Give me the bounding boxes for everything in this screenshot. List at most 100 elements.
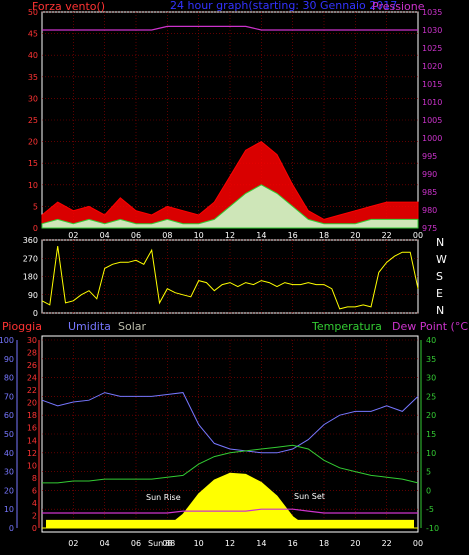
panel-weather-time-ticks: 02 04 06 08 10 12 14 16 18 20 22 00 <box>68 539 423 548</box>
pressure-tick-label: 1010 <box>422 98 442 107</box>
pressure-tick-label: 1015 <box>422 80 442 89</box>
temperature-line <box>42 444 419 484</box>
panel-direction-series <box>41 246 419 310</box>
humidity-tick-label: 10 <box>4 505 14 514</box>
time-tick-label: 12 <box>225 539 235 548</box>
humidity-line <box>41 392 419 454</box>
wind-average-area <box>41 184 419 229</box>
temperature-tick-label: 0 <box>426 486 431 495</box>
time-tick-label: 22 <box>382 231 392 240</box>
rain-tick-label: 6 <box>32 486 37 495</box>
time-tick-label: 04 <box>100 231 110 240</box>
compass-label: E <box>436 287 443 300</box>
sun-tick-label: Sun <box>148 539 163 548</box>
time-tick-label: 12 <box>225 231 235 240</box>
temperature-tick-label: 5 <box>426 468 431 477</box>
humidity-axis-title: Umidita <box>68 320 111 333</box>
wind-gust-area <box>41 140 419 229</box>
pressure-tick-label: 975 <box>422 224 437 233</box>
panel-direction-grid <box>42 239 418 314</box>
humidity-tick-label: 30 <box>4 468 14 477</box>
wind-tick-label: 15 <box>28 159 38 168</box>
pressure-tick-label: 1005 <box>422 116 442 125</box>
direction-tick-label: 270 <box>23 254 38 263</box>
solar-area <box>42 472 418 529</box>
time-tick-label: 10 <box>194 539 204 548</box>
direction-tick-label: 180 <box>23 273 38 282</box>
time-tick-label: 00 <box>413 539 423 548</box>
sun-tick-label-2: 88 <box>165 539 175 548</box>
time-tick-label: 04 <box>100 539 110 548</box>
wind-direction-line <box>41 246 419 310</box>
rain-tick-label: 0 <box>32 524 37 533</box>
temperature-tick-labels: 40 35 30 25 20 15 10 5 0 -5 -10 <box>420 336 439 533</box>
rain-tick-label: 10 <box>27 461 37 470</box>
pressure-tick-label: 990 <box>422 170 437 179</box>
panel-wind-time-ticks: 02 04 06 08 10 12 14 16 18 20 22 00 <box>68 231 423 240</box>
direction-tick-label: 0 <box>33 309 38 318</box>
rain-tick-label: 2 <box>32 511 37 520</box>
direction-tick-label: 360 <box>23 236 38 245</box>
temperature-tick-label: 35 <box>426 355 436 364</box>
temperature-axis-title: Temperatura <box>311 320 382 333</box>
wind-tick-label: 20 <box>28 138 38 147</box>
time-tick-label: 18 <box>319 539 329 548</box>
rain-tick-label: 14 <box>27 436 37 445</box>
pressure-tick-label: 1030 <box>422 26 442 35</box>
humidity-tick-label: 50 <box>4 430 14 439</box>
humidity-tick-label: 20 <box>4 486 14 495</box>
pressure-line <box>42 25 418 31</box>
temperature-tick-label: 25 <box>426 392 436 401</box>
dewpoint-line <box>42 508 418 514</box>
pressure-tick-label: 1035 <box>422 8 442 17</box>
rain-tick-label: 4 <box>32 499 37 508</box>
wind-axis-title: Forza vento() <box>32 0 105 13</box>
time-tick-label: 10 <box>194 231 204 240</box>
rain-tick-label: 30 <box>27 336 37 345</box>
rain-tick-label: 20 <box>27 399 37 408</box>
temperature-tick-label: 10 <box>426 449 436 458</box>
solar-baseline-band <box>46 519 414 528</box>
panel-weather-series <box>41 392 419 529</box>
wind-tick-label: 25 <box>28 116 38 125</box>
rain-tick-label: 26 <box>27 361 37 370</box>
time-tick-label: 22 <box>382 539 392 548</box>
dewpoint-axis-title: Dew Point (°C) <box>392 320 469 333</box>
temperature-tick-label: 30 <box>426 374 436 383</box>
humidity-tick-label: 0 <box>9 524 14 533</box>
wind-tick-label: 35 <box>28 73 38 82</box>
humidity-tick-label: 40 <box>4 449 14 458</box>
rain-axis-title: Pioggia <box>2 320 42 333</box>
wind-tick-label: 30 <box>28 94 38 103</box>
rain-tick-label: 22 <box>27 386 37 395</box>
rain-tick-label: 12 <box>27 449 37 458</box>
wind-tick-label: 5 <box>33 202 38 211</box>
solar-axis-title: Solar <box>118 320 147 333</box>
temperature-tick-label: -5 <box>426 505 434 514</box>
time-tick-label: 06 <box>131 231 141 240</box>
compass-label: W <box>436 253 447 266</box>
pressure-tick-label: 980 <box>422 206 437 215</box>
sun-rise-label: Sun Rise <box>146 493 181 502</box>
pressure-tick-label: 1020 <box>422 62 442 71</box>
rain-tick-label: 18 <box>27 411 37 420</box>
compass-label: N <box>436 304 444 317</box>
time-tick-label: 08 <box>162 539 172 548</box>
temperature-tick-label: 15 <box>426 430 436 439</box>
compass-label: N <box>436 236 444 249</box>
pressure-tick-label: 985 <box>422 188 437 197</box>
pressure-tick-label: 995 <box>422 152 437 161</box>
graph-title: 24 hour graph(starting: 30 Gennaio 2017 <box>170 0 397 12</box>
time-tick-label: 20 <box>350 231 360 240</box>
wind-tick-label: 0 <box>33 224 38 233</box>
pressure-tick-label: 1025 <box>422 44 442 53</box>
sun-set-label: Sun Set <box>294 492 325 501</box>
humidity-tick-label: 100 <box>0 336 14 345</box>
temperature-tick-label: 40 <box>426 336 436 345</box>
wind-tick-label: 10 <box>28 181 38 190</box>
pressure-tick-labels: 1035 1030 1025 1020 1015 1010 1005 1000 995 990 98… <box>422 8 442 233</box>
time-tick-label: 14 <box>256 231 266 240</box>
